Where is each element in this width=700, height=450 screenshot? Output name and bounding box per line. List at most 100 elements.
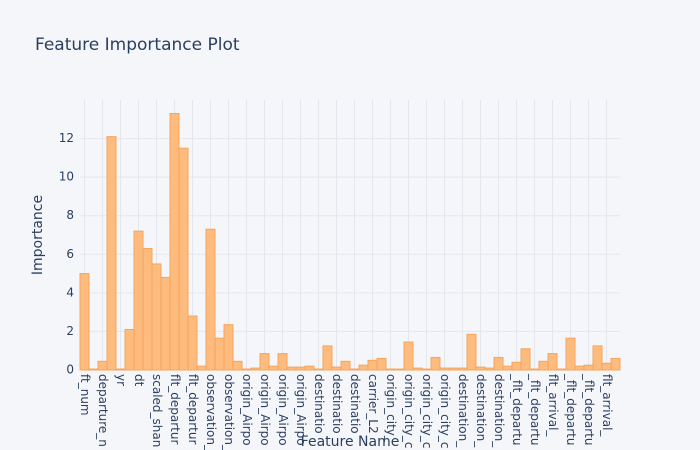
x-tick-label: origin_city_c: [420, 374, 434, 449]
bar: [259, 353, 270, 371]
x-tick-label: destination_: [456, 374, 470, 448]
bar: [448, 367, 459, 371]
bar: [331, 366, 342, 371]
bar: [610, 357, 621, 371]
x-tick-label: carrier_L2: [366, 374, 380, 434]
x-tick-label: origin_city_c: [402, 374, 416, 449]
y-tick-label: 6: [66, 247, 74, 261]
bar: [565, 337, 576, 371]
x-tick-label: observation_: [204, 374, 218, 450]
bar: [196, 365, 207, 371]
x-tick-label: _flt_departu: [510, 373, 524, 445]
bar: [124, 329, 135, 371]
x-tick-label: origin_Airpo: [258, 374, 272, 446]
bar: [592, 345, 603, 371]
bar: [79, 273, 90, 371]
bar: [601, 362, 612, 371]
x-tick-label: scaled_shan: [150, 374, 164, 447]
y-tick-label: 8: [66, 208, 74, 222]
bar: [430, 356, 441, 371]
bar: [115, 368, 126, 371]
bar: [178, 147, 189, 371]
bar: [475, 366, 486, 371]
bar: [313, 368, 324, 371]
bar: [358, 364, 369, 371]
bar: [439, 367, 450, 371]
bar: [502, 365, 513, 371]
bar: [169, 113, 180, 371]
x-tick-label: observation_: [222, 374, 236, 450]
bar: [151, 263, 162, 371]
x-tick-label: flt_departur: [186, 374, 200, 444]
y-tick-label: 10: [59, 170, 74, 184]
bar: [106, 136, 117, 371]
bar: [556, 368, 567, 371]
bar: [511, 361, 522, 371]
bar: [412, 367, 423, 371]
x-tick-label: origin_city_c: [438, 374, 452, 449]
x-tick-label: origin_Airpo: [294, 374, 308, 446]
bar: [187, 315, 198, 371]
bar: [340, 360, 351, 371]
y-tick-label: 0: [66, 363, 74, 377]
x-tick-label: origin_city_: [384, 374, 398, 443]
x-tick-label: destination_: [474, 374, 488, 448]
bar: [484, 367, 495, 371]
x-tick-label: destinatio: [348, 374, 362, 434]
bar: [538, 360, 549, 371]
bar: [142, 248, 153, 371]
bar: [367, 359, 378, 371]
bar: [232, 360, 243, 371]
bar: [97, 360, 108, 371]
bar: [241, 368, 252, 371]
bar: [466, 333, 477, 371]
x-tick-label: origin_Airpo: [276, 374, 290, 446]
bar: [214, 337, 225, 371]
x-axis-title: Feature Name: [301, 434, 400, 450]
bar: [574, 365, 585, 371]
bar: [529, 368, 540, 371]
bar: [133, 230, 144, 371]
bar: [277, 353, 288, 371]
bar: [322, 345, 333, 371]
chart-title: Feature Importance Plot: [35, 35, 240, 55]
bar: [403, 341, 414, 371]
bar: [457, 367, 468, 371]
x-tick-label: flt_departur: [168, 374, 182, 444]
bar: [547, 353, 558, 371]
bar: [421, 368, 432, 371]
bar: [304, 365, 315, 371]
bar: [493, 356, 504, 371]
x-tick-label: _flt_departu: [582, 373, 596, 445]
bar: [376, 357, 387, 371]
bar: [268, 365, 279, 371]
x-tick-label: _flt_departu: [528, 373, 542, 445]
bar: [520, 348, 531, 371]
x-tick-label: flt_arrival_: [600, 374, 614, 437]
x-tick-label: destinatio: [330, 374, 344, 434]
bar: [205, 228, 216, 371]
bar: [295, 366, 306, 371]
bar: [394, 368, 405, 371]
bar: [349, 368, 360, 371]
bar: [88, 368, 99, 371]
x-tick-label: origin_Airpo: [240, 374, 254, 446]
y-axis-title: Importance: [30, 195, 46, 275]
bar: [286, 366, 297, 371]
bar: [385, 368, 396, 371]
bar: [160, 276, 171, 371]
bar: [583, 364, 594, 371]
y-tick-label: 2: [66, 324, 74, 338]
bar: [223, 324, 234, 371]
x-tick-label: flt_arrival_: [546, 374, 560, 437]
x-tick-label: ft_num: [78, 374, 92, 416]
y-tick-label: 4: [66, 285, 74, 299]
x-tick-label: destination_: [492, 374, 506, 448]
y-tick-label: 12: [59, 131, 74, 145]
x-tick-label: yr: [114, 374, 128, 386]
bar: [250, 367, 261, 371]
x-tick-label: departure_n: [96, 374, 110, 447]
x-tick-label: _flt_departu: [564, 373, 578, 445]
x-tick-label: destinatio: [312, 374, 326, 434]
